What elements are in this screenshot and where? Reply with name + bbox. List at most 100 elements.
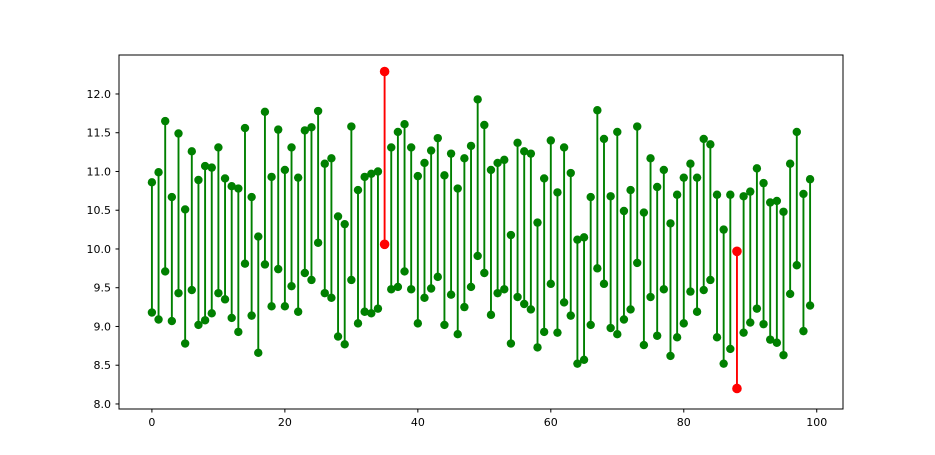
stem — [227, 182, 236, 323]
stem — [440, 171, 449, 330]
low-marker — [274, 264, 283, 274]
high-marker — [652, 182, 662, 192]
high-marker — [426, 146, 436, 155]
stem — [706, 140, 715, 285]
high-marker — [766, 198, 775, 207]
low-marker — [413, 319, 423, 328]
high-marker — [240, 123, 250, 133]
high-marker — [579, 233, 589, 242]
low-marker — [347, 275, 356, 285]
y-tick-label: 9.5 — [94, 282, 112, 295]
low-marker — [692, 307, 702, 316]
stem — [799, 189, 808, 336]
stem — [719, 225, 728, 368]
low-marker — [247, 311, 256, 320]
low-marker — [513, 292, 522, 302]
stem — [486, 165, 496, 320]
low-marker — [194, 320, 203, 330]
stem — [712, 190, 722, 342]
low-marker — [293, 307, 303, 316]
high-marker — [486, 165, 496, 175]
stem — [320, 159, 329, 298]
high-marker — [646, 154, 655, 163]
high-marker — [313, 106, 323, 116]
stem — [606, 192, 615, 333]
y-tick-label: 10.5 — [87, 204, 112, 217]
low-marker — [599, 279, 609, 289]
stem — [526, 149, 536, 314]
high-marker — [340, 219, 349, 229]
high-marker — [194, 175, 203, 185]
high-marker — [639, 208, 649, 217]
stem — [214, 143, 223, 298]
low-marker — [214, 288, 223, 298]
high-marker — [379, 66, 390, 77]
low-marker — [699, 285, 708, 295]
stem — [300, 126, 310, 278]
low-marker — [746, 318, 755, 327]
high-marker — [360, 172, 369, 182]
stem — [599, 134, 609, 289]
low-marker — [712, 333, 722, 342]
high-marker — [599, 134, 609, 144]
highlighted-stem — [379, 66, 390, 250]
high-marker — [180, 205, 190, 214]
x-tick-label: 20 — [278, 416, 292, 429]
stem — [274, 125, 283, 274]
low-marker — [652, 331, 662, 340]
high-marker — [274, 125, 283, 134]
high-marker — [420, 158, 429, 168]
low-marker — [526, 305, 536, 314]
low-marker — [686, 287, 695, 296]
high-marker — [500, 155, 509, 165]
high-marker — [440, 171, 449, 180]
y-tick-label: 9.0 — [94, 320, 112, 333]
stem — [752, 164, 762, 313]
stem — [686, 159, 695, 296]
stem — [586, 192, 595, 330]
high-marker — [779, 207, 788, 216]
high-marker — [307, 123, 316, 132]
low-marker — [313, 238, 323, 247]
low-marker — [379, 239, 390, 250]
low-marker — [227, 313, 236, 323]
low-marker — [659, 285, 669, 294]
high-marker — [373, 167, 383, 176]
low-marker — [327, 293, 336, 302]
low-marker — [520, 299, 529, 309]
low-marker — [254, 348, 263, 358]
low-marker — [639, 340, 649, 350]
high-marker — [712, 190, 722, 199]
high-marker — [573, 235, 582, 244]
high-marker — [220, 174, 230, 183]
high-marker — [772, 196, 782, 206]
stem — [646, 154, 655, 302]
stem — [759, 178, 768, 329]
stem — [593, 106, 602, 273]
stem — [466, 141, 476, 292]
high-marker — [732, 246, 742, 257]
high-marker — [785, 159, 795, 168]
low-marker — [320, 288, 329, 298]
low-marker — [619, 315, 629, 324]
y-tick-label: 8.5 — [94, 359, 112, 372]
high-marker — [746, 187, 755, 196]
stem — [313, 106, 323, 247]
high-marker — [493, 158, 502, 168]
stem — [180, 205, 190, 348]
low-marker — [666, 351, 675, 361]
stem — [579, 233, 589, 364]
high-marker — [347, 122, 356, 131]
stem — [553, 188, 562, 337]
high-marker — [739, 192, 748, 201]
stem — [161, 116, 170, 276]
stem — [473, 95, 482, 261]
stem — [367, 169, 376, 318]
stem — [573, 235, 582, 368]
stem — [566, 168, 575, 320]
stem — [792, 127, 801, 270]
low-marker — [473, 251, 482, 261]
low-marker — [340, 340, 349, 349]
low-marker — [486, 310, 496, 320]
low-marker — [752, 304, 762, 313]
